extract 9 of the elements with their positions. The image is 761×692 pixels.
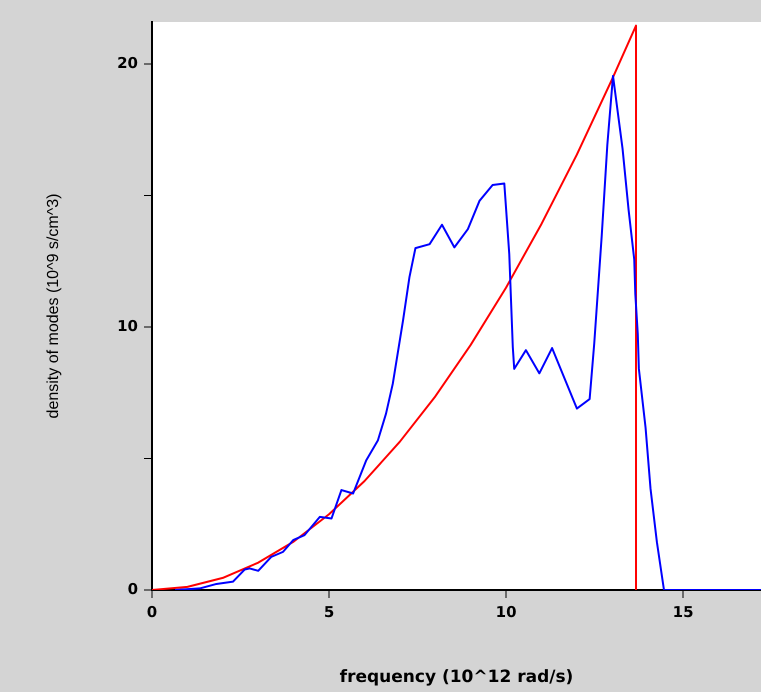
y-axis-title: density of modes (10^9 s/cm^3)	[45, 194, 62, 418]
x-tick-label: 10	[496, 602, 517, 621]
x-axis-title: frequency (10^12 rad/s)	[340, 667, 574, 688]
x-tick-label: 5	[324, 602, 334, 621]
x-tick-label: 0	[146, 602, 158, 621]
y-tick-label: 20	[117, 54, 138, 72]
y-tick-label: 0	[128, 580, 138, 598]
x-tick-label: 15	[672, 602, 694, 621]
y-tick-label: 10	[117, 316, 138, 335]
